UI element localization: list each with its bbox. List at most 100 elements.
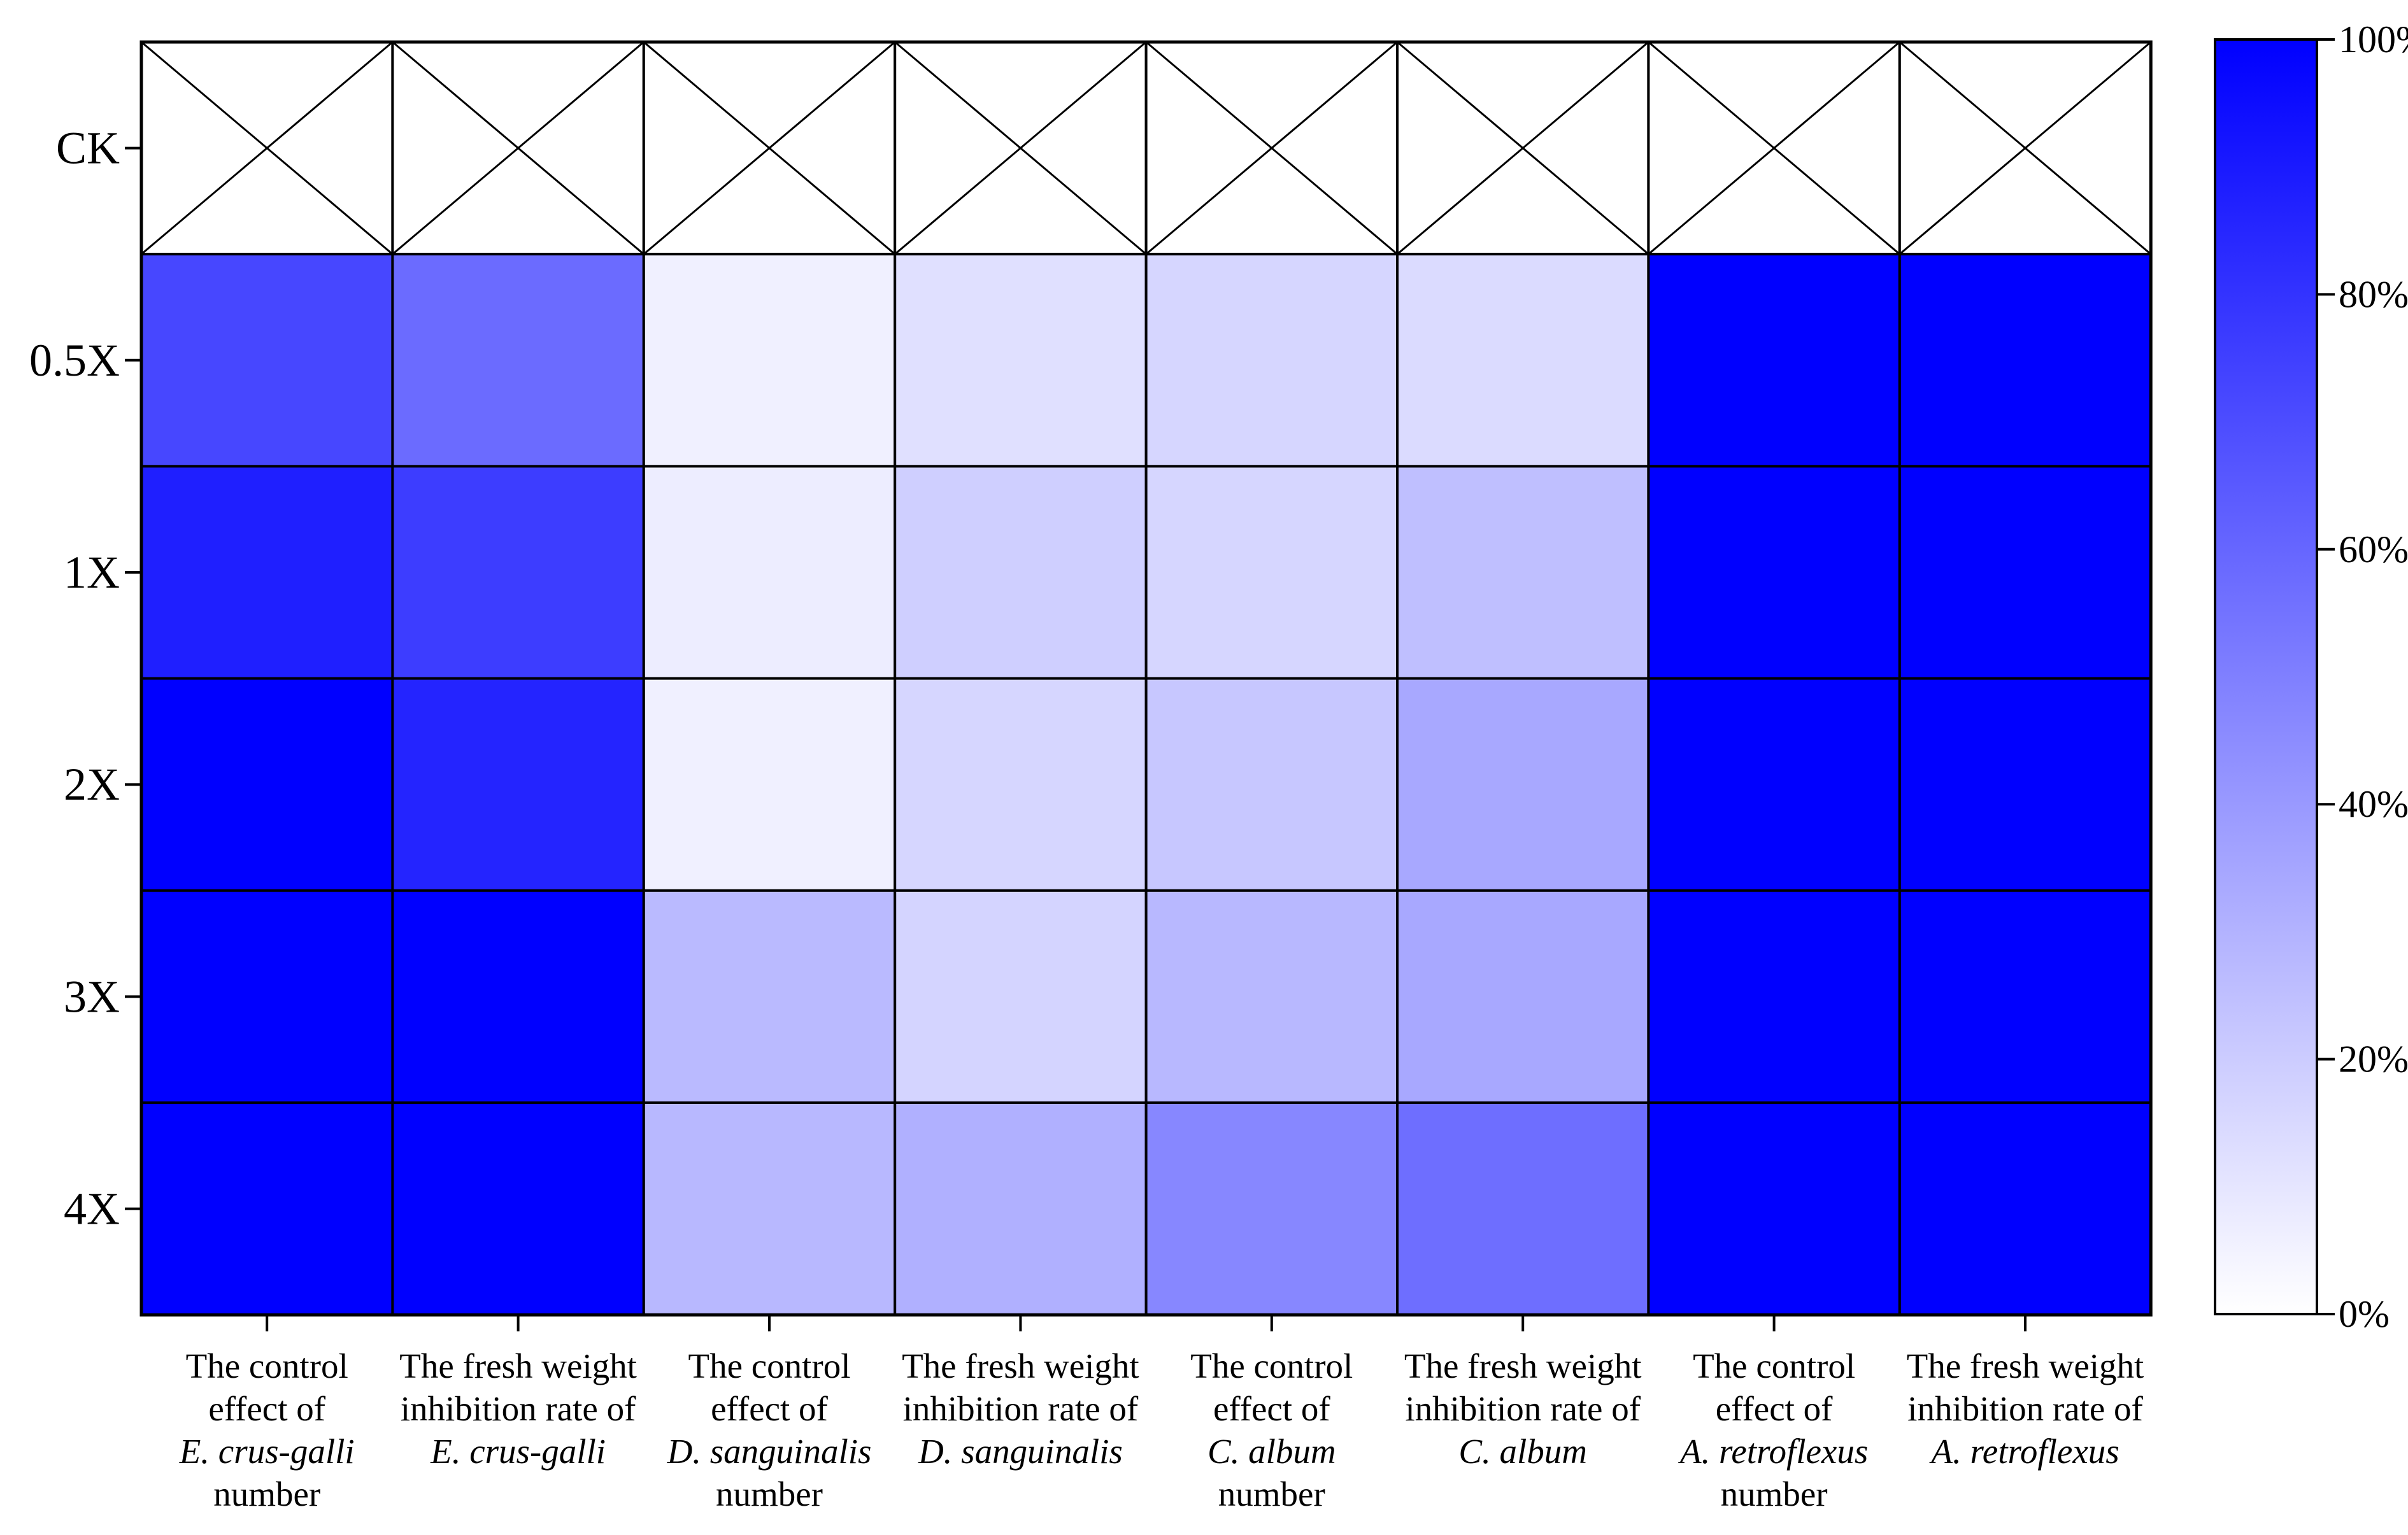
heatmap-cell [1144,1101,1399,1317]
heatmap-cell [391,677,645,892]
heatmap-frame [139,40,2153,1317]
column-label-line: effect of [1716,1389,1833,1428]
colorbar-tick-label: 40% [2339,783,2408,825]
heatmap-cell [1396,889,1650,1105]
heatmap-cell [1144,677,1399,892]
heatmap-cell [1396,253,1650,468]
column-label-line: The control [186,1347,348,1385]
heatmap-cell-empty [140,41,394,256]
heatmap-cell-empty [894,41,1148,256]
column-label-line: effect of [1213,1389,1330,1428]
heatmap-cell [894,889,1148,1105]
heatmap-cell [642,465,897,680]
row-label: 0.5X [29,335,120,386]
heatmap-cell [642,253,897,468]
heatmap-cell [1144,253,1399,468]
heatmap-cell [1898,1101,2153,1317]
column-label-line: number [1218,1475,1325,1513]
column-label-line: A. retroflexus [1928,1432,2119,1471]
column-label: The fresh weight inhibition rate of C. alb… [1404,1347,1642,1471]
heatmap-cell [1396,677,1650,892]
heatmap-cell [894,677,1148,892]
heatmap-cell [140,889,394,1105]
colorbar-tick-label: 0% [2339,1293,2390,1335]
heatmap-cell [391,889,645,1105]
colorbar: 0% 20% 40% 60% 80% 100% [2214,18,2408,1335]
heatmap-cell [1396,1101,1650,1317]
heatmap-cell [140,253,394,468]
heatmap-cell [140,465,394,680]
heatmap-cell [1647,253,1901,468]
heatmap-cell [642,889,897,1105]
column-label-line: The fresh weight [902,1347,1139,1385]
heatmap-cell-empty [1144,41,1399,256]
heatmap-cell [894,465,1148,680]
column-label-line: effect of [711,1389,828,1428]
column-label: The control effect of E. crus-galli number [179,1347,355,1513]
column-label-line: The control [1190,1347,1353,1385]
row-label: 2X [64,759,120,810]
heatmap-cells [139,40,2153,1317]
column-label-line: E. crus-galli [430,1432,606,1471]
heatmap-cell [391,1101,645,1317]
column-label: The control effect of A. retroflexus number [1678,1347,1868,1513]
heatmap-cell [642,1101,897,1317]
row-axis: CK 0.5X 1X 2X 3X 4X [29,123,141,1234]
column-label-line: C. album [1458,1432,1587,1471]
colorbar-gradient [2214,38,2318,1315]
heatmap-cell-empty [1647,41,1901,256]
heatmap-cell-empty [391,41,645,256]
row-label: 1X [64,547,120,598]
column-label: The fresh weight inhibition rate of D. san… [902,1347,1139,1471]
column-label-line: E. crus-galli [179,1432,355,1471]
column-label: The control effect of C. album number [1190,1347,1353,1513]
column-label-line: number [213,1475,320,1513]
heatmap-cell [1144,465,1399,680]
column-label-line: The control [688,1347,850,1385]
heatmap-cell [391,465,645,680]
column-label-line: The fresh weight [399,1347,637,1385]
column-label-line: inhibition rate of [1907,1389,2143,1428]
heatmap-cell [1647,889,1901,1105]
column-label-line: A. retroflexus [1678,1432,1868,1471]
heatmap-cell [1898,889,2153,1105]
column-label-line: inhibition rate of [903,1389,1139,1428]
column-label-line: number [1721,1475,1828,1513]
heatmap-cell [1898,253,2153,468]
colorbar-tick-label: 80% [2339,273,2408,315]
column-label: The control effect of D. sanguinalis number [667,1347,872,1513]
heatmap-cell [1647,677,1901,892]
row-label: CK [56,123,120,174]
column-label-line: inhibition rate of [1405,1389,1641,1428]
heatmap-cell [894,1101,1148,1317]
heatmap-cell [1898,677,2153,892]
column-label-line: D. sanguinalis [667,1432,872,1471]
heatmap-cell [140,1101,394,1317]
column-label-line: D. sanguinalis [918,1432,1123,1471]
heatmap-cell [140,677,394,892]
column-label-line: inhibition rate of [401,1389,636,1428]
column-label-line: The fresh weight [1404,1347,1642,1385]
column-label-line: C. album [1208,1432,1336,1471]
heatmap-cell [1647,465,1901,680]
column-label: The fresh weight inhibition rate of A. ret… [1907,1347,2144,1471]
colorbar-tick-label: 60% [2339,528,2408,570]
heatmap-cell [1144,889,1399,1105]
heatmap-cell-empty [1396,41,1650,256]
heatmap-cell [894,253,1148,468]
heatmap-cell [1396,465,1650,680]
column-axis: The control effect of E. crus-galli numberT… [179,1315,2144,1513]
heatmap-cell [1647,1101,1901,1317]
colorbar-tick-label: 20% [2339,1038,2408,1080]
column-label: The fresh weight inhibition rate of E. cru… [399,1347,637,1471]
heatmap-cell [642,677,897,892]
row-label: 4X [64,1184,120,1234]
column-label-line: The control [1693,1347,1855,1385]
heatmap-cell-empty [642,41,897,256]
heatmap-cell [391,253,645,468]
heatmap-cell [1898,465,2153,680]
row-label: 3X [64,971,120,1022]
column-label-line: The fresh weight [1907,1347,2144,1385]
column-label-line: number [716,1475,823,1513]
